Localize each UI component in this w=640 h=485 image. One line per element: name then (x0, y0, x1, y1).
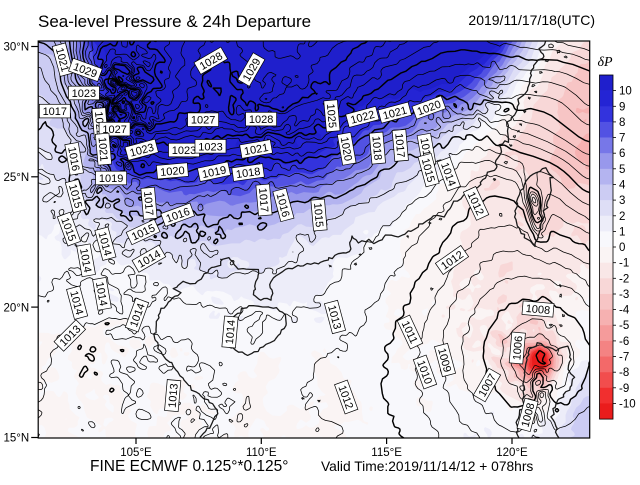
svg-text:1020: 1020 (160, 165, 185, 179)
svg-text:1025: 1025 (324, 103, 338, 128)
svg-text:25°N: 25°N (3, 172, 29, 184)
svg-text:1019: 1019 (99, 173, 123, 185)
svg-text:3: 3 (619, 195, 625, 207)
svg-text:4: 4 (619, 180, 626, 192)
svg-text:1021: 1021 (95, 137, 109, 162)
svg-text:Sea-level Pressure & 24h Depar: Sea-level Pressure & 24h Departure (38, 12, 311, 31)
svg-text:1006: 1006 (511, 335, 525, 360)
svg-text:1017: 1017 (43, 106, 67, 118)
svg-text:1014: 1014 (93, 281, 109, 307)
svg-text:1021: 1021 (243, 142, 269, 158)
svg-text:1013: 1013 (167, 383, 181, 408)
svg-text:1008: 1008 (525, 303, 550, 317)
svg-text:1: 1 (619, 226, 625, 238)
svg-text:1028: 1028 (249, 114, 273, 126)
svg-text:7: 7 (619, 133, 625, 145)
svg-text:2: 2 (619, 211, 625, 223)
svg-text:20°N: 20°N (3, 302, 29, 314)
svg-text:15°N: 15°N (3, 433, 29, 445)
svg-text:1018: 1018 (369, 135, 383, 160)
svg-text:8: 8 (619, 117, 625, 129)
svg-text:-7: -7 (619, 352, 629, 364)
svg-text:FINE ECMWF 0.125°*0.125°: FINE ECMWF 0.125°*0.125° (90, 458, 288, 475)
svg-text:-10: -10 (619, 398, 636, 410)
svg-text:30°N: 30°N (3, 42, 29, 54)
svg-text:6: 6 (619, 148, 625, 160)
svg-text:-9: -9 (619, 383, 629, 395)
svg-text:1014: 1014 (77, 247, 93, 273)
svg-text:2019/11/17/18(UTC): 2019/11/17/18(UTC) (468, 12, 595, 28)
svg-text:δP: δP (598, 55, 614, 70)
svg-text:-6: -6 (619, 336, 629, 348)
svg-text:1018: 1018 (235, 166, 261, 181)
svg-text:1017: 1017 (256, 187, 270, 212)
svg-text:1019: 1019 (201, 164, 227, 181)
svg-text:105°E: 105°E (120, 447, 152, 459)
svg-text:-3: -3 (619, 289, 629, 301)
svg-text:1023: 1023 (198, 141, 222, 153)
svg-text:1014: 1014 (224, 319, 238, 344)
svg-text:115°E: 115°E (371, 447, 402, 459)
svg-text:1017: 1017 (392, 133, 406, 158)
svg-text:1023: 1023 (172, 145, 196, 157)
svg-text:120°E: 120°E (496, 447, 528, 459)
svg-text:1016: 1016 (65, 146, 81, 172)
svg-text:5: 5 (619, 164, 625, 176)
svg-text:-4: -4 (619, 305, 630, 317)
svg-text:1015: 1015 (311, 202, 325, 227)
svg-text:-5: -5 (619, 320, 629, 332)
svg-text:1020: 1020 (338, 136, 354, 162)
svg-text:-2: -2 (619, 273, 629, 285)
svg-text:1023: 1023 (72, 88, 96, 100)
svg-text:110°E: 110°E (246, 447, 277, 459)
svg-text:Valid Time:2019/11/14/12 + 078: Valid Time:2019/11/14/12 + 078hrs (321, 459, 533, 474)
svg-text:1017: 1017 (141, 191, 155, 216)
svg-text:9: 9 (619, 101, 625, 113)
svg-text:0: 0 (619, 242, 625, 254)
svg-text:10: 10 (619, 86, 632, 98)
svg-text:-1: -1 (619, 258, 629, 270)
svg-text:-8: -8 (619, 367, 629, 379)
svg-text:1027: 1027 (191, 115, 215, 127)
